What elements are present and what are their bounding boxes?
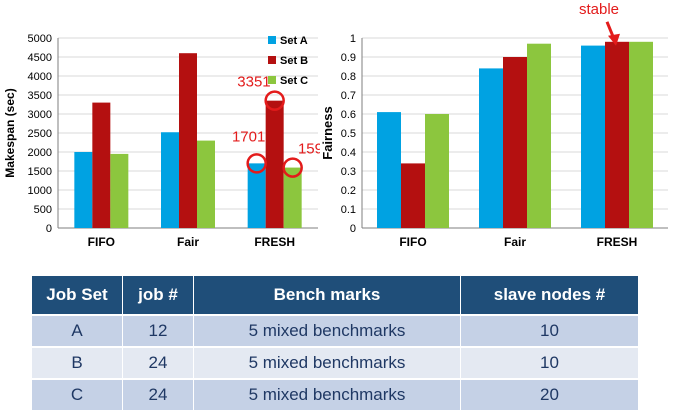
bar-set-c-fresh (629, 41, 653, 228)
x-tick-label: FRESH (597, 235, 638, 249)
bar-set-b-fair (179, 53, 197, 229)
cell-slave-nodes: 10 (460, 346, 638, 379)
table-row: A 12 5 mixed benchmarks 10 (32, 314, 638, 347)
y-tick-label: 1 (350, 33, 356, 45)
bar-set-b-fifo (92, 102, 111, 228)
bar-set-a-fair (161, 132, 179, 228)
annotation-label: stable (579, 1, 619, 18)
y-tick-label: 0.3 (341, 166, 356, 178)
bar-set-c-fair (197, 140, 215, 228)
x-tick-label: FIFO (88, 235, 115, 249)
bar-set-a-fresh (581, 45, 605, 228)
legend-label: Set B (280, 55, 308, 67)
annotation-label: 1701 (232, 128, 265, 145)
cell-job-count: 12 (122, 314, 194, 347)
job-set-table: Job Set job # Bench marks slave nodes # … (32, 276, 638, 410)
annotation-circle (282, 157, 303, 178)
y-tick-label: 0.6 (341, 109, 356, 121)
y-tick-label: 0.4 (341, 147, 356, 159)
bar-set-c-fresh (283, 167, 302, 228)
y-tick-label: 1000 (28, 185, 52, 197)
bar-set-a-fresh (247, 163, 266, 228)
y-tick-label: 0 (46, 223, 52, 235)
y-tick-label: 0 (350, 223, 356, 235)
cell-slave-nodes: 20 (460, 378, 638, 410)
bar-set-b-fresh (605, 41, 629, 228)
header-slave-nodes: slave nodes # (460, 276, 638, 315)
annotation-label: 3351 (237, 74, 270, 91)
header-benchmarks: Bench marks (193, 276, 461, 315)
x-tick-label: Fair (504, 235, 526, 249)
legend-swatch (268, 36, 276, 44)
annotation-circle (246, 153, 267, 174)
bar-set-b-fresh (265, 100, 284, 228)
y-tick-label: 500 (34, 204, 52, 216)
y-tick-label: 4000 (28, 71, 52, 83)
bar-set-b-fifo (401, 163, 425, 228)
legend-swatch (268, 76, 276, 84)
y-tick-label: 0.8 (341, 71, 356, 83)
bar-set-a-fifo (377, 112, 401, 228)
bar-set-c-fifo (110, 153, 129, 228)
legend-swatch (268, 56, 276, 64)
annotation-circle (264, 90, 285, 111)
fairness-chart: 0 0.1 0.2 0.3 0.4 0.5 0.6 0.7 0.8 0.9 1 Fairness FIF… (320, 1, 668, 249)
header-job-set: Job Set (32, 276, 123, 315)
header-job-count: job # (122, 276, 194, 315)
y-tick-label: 0.9 (341, 52, 356, 64)
y-tick-label: 3500 (28, 90, 52, 102)
cell-job-set: C (32, 378, 123, 410)
y-tick-label: 2500 (28, 128, 52, 140)
y-tick-label: 1500 (28, 166, 52, 178)
cell-job-count: 24 (122, 346, 194, 379)
y-axis-label: Fairness (320, 106, 335, 159)
bar-set-c-fifo (425, 114, 449, 228)
x-tick-label: FRESH (254, 235, 295, 249)
table-row: C 24 5 mixed benchmarks 20 (32, 378, 638, 410)
bar-set-a-fair (479, 68, 503, 229)
y-tick-label: 0.1 (341, 204, 356, 216)
annotation-arrowhead (608, 33, 620, 46)
cell-slave-nodes: 10 (460, 314, 638, 347)
cell-benchmarks: 5 mixed benchmarks (193, 314, 461, 347)
y-tick-label: 5000 (28, 33, 52, 45)
bar-set-a-fifo (74, 152, 93, 228)
y-tick-label: 0.2 (341, 185, 356, 197)
table-row: B 24 5 mixed benchmarks 10 (32, 346, 638, 379)
cell-job-set: B (32, 346, 123, 379)
legend-label: Set A (280, 35, 308, 47)
bar-set-c-fair (527, 43, 551, 229)
y-tick-label: 4500 (28, 52, 52, 64)
cell-benchmarks: 5 mixed benchmarks (193, 346, 461, 379)
legend-label: Set C (280, 75, 308, 87)
cell-job-count: 24 (122, 378, 194, 410)
y-tick-label: 0.7 (341, 90, 356, 102)
y-tick-label: 0.5 (341, 128, 356, 140)
cell-job-set: A (32, 314, 123, 347)
x-tick-label: FIFO (399, 235, 426, 249)
y-tick-label: 2000 (28, 147, 52, 159)
y-tick-label: 3000 (28, 109, 52, 121)
x-tick-label: Fair (177, 235, 199, 249)
makespan-chart: 0 500 1000 1500 2000 2500 3000 3500 4000 4500 5000… (3, 33, 320, 249)
cell-benchmarks: 5 mixed benchmarks (193, 378, 461, 410)
bar-set-b-fair (503, 57, 527, 228)
table-header-row: Job Set job # Bench marks slave nodes # (32, 276, 638, 315)
y-axis-label: Makespan (sec) (3, 88, 17, 177)
